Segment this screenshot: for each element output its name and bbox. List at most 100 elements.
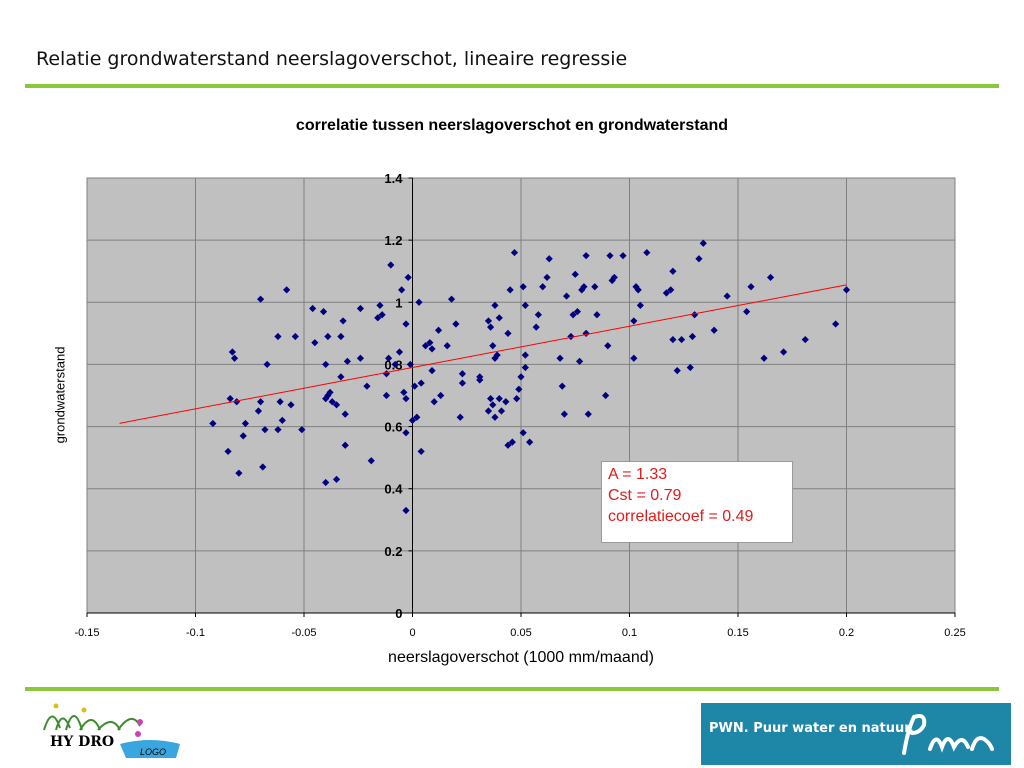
data-point <box>723 292 731 300</box>
pwn-tagline: PWN. Puur water en natuur. <box>709 721 914 736</box>
regression-stats-box: A = 1.33 Cst = 0.79 correlatiecoef = 0.4… <box>601 461 793 543</box>
data-point <box>322 395 330 403</box>
data-point <box>493 351 501 359</box>
data-point <box>526 438 534 446</box>
data-point <box>452 320 460 328</box>
data-point <box>406 360 414 369</box>
data-point <box>387 261 395 269</box>
x-tick-label: -0.15 <box>74 627 99 639</box>
data-point <box>402 506 410 515</box>
data-point <box>374 314 382 322</box>
x-tick-label: -0.05 <box>291 627 316 639</box>
y-tick-label: 1.4 <box>384 171 403 186</box>
data-point <box>230 354 239 362</box>
data-point <box>278 416 286 424</box>
data-point <box>543 273 551 282</box>
data-point <box>677 335 686 344</box>
data-point <box>673 367 681 375</box>
y-tick-label: 0 <box>395 606 402 621</box>
data-point <box>491 413 499 421</box>
y-tick-label: 1 <box>395 295 402 310</box>
data-point <box>506 286 514 294</box>
data-point <box>504 329 512 337</box>
data-point <box>311 339 319 347</box>
data-point <box>356 304 365 313</box>
data-point <box>291 332 299 341</box>
data-point <box>447 295 456 303</box>
data-point <box>560 410 568 418</box>
data-point <box>667 286 675 294</box>
data-point <box>276 398 284 406</box>
data-point <box>443 342 451 350</box>
data-point <box>458 379 467 387</box>
data-point <box>604 342 612 350</box>
data-point <box>602 391 610 400</box>
data-point <box>476 376 484 384</box>
data-point <box>382 391 391 400</box>
pwn-logo: PWN. Puur water en natuur. <box>701 703 1011 765</box>
data-point <box>309 304 317 313</box>
data-point <box>298 426 306 434</box>
data-point <box>274 332 282 341</box>
data-point <box>532 323 540 331</box>
data-point <box>575 357 584 365</box>
data-point <box>391 360 399 369</box>
data-point <box>519 283 527 291</box>
data-point <box>521 351 529 359</box>
data-point <box>545 255 553 263</box>
data-point <box>487 323 495 331</box>
hydro-logo-subtext: LOGO <box>140 747 166 757</box>
data-point <box>699 239 707 247</box>
x-tick-label: 0.05 <box>510 627 531 639</box>
data-point <box>408 416 417 424</box>
data-point <box>356 354 365 362</box>
data-point <box>426 339 434 347</box>
x-tick-label: 0 <box>409 627 415 639</box>
data-point <box>385 354 393 362</box>
data-point <box>669 335 677 344</box>
data-point <box>686 363 694 372</box>
data-point <box>226 395 234 403</box>
data-point <box>257 295 265 303</box>
data-point <box>322 360 330 369</box>
data-point <box>326 388 334 396</box>
y-tick-label: 0.2 <box>384 544 402 559</box>
data-point <box>634 286 642 294</box>
x-tick-label: -0.1 <box>186 627 205 639</box>
data-point <box>495 395 503 403</box>
data-point <box>779 348 788 356</box>
data-point <box>404 273 412 282</box>
data-point <box>402 429 410 437</box>
data-point <box>458 370 467 378</box>
data-point <box>669 267 677 275</box>
data-point <box>710 326 718 334</box>
data-point <box>322 478 330 487</box>
data-point <box>484 317 493 325</box>
data-point <box>487 395 495 403</box>
data-point <box>241 419 250 428</box>
data-point <box>580 283 588 291</box>
data-point <box>376 301 384 309</box>
data-point <box>510 248 519 257</box>
x-tick-label: 0.15 <box>727 627 748 639</box>
data-point <box>508 438 516 446</box>
data-point <box>801 335 809 344</box>
x-tick-label: 0.1 <box>622 627 637 639</box>
data-point <box>521 363 529 372</box>
data-point <box>343 357 351 365</box>
data-point <box>489 401 497 409</box>
data-point <box>417 447 425 456</box>
data-point <box>417 379 425 387</box>
hydro-logo: HY DRO LOGO <box>40 700 190 762</box>
data-point <box>495 314 503 322</box>
data-point <box>489 342 497 350</box>
data-point <box>413 413 421 421</box>
data-point <box>378 311 386 319</box>
data-point <box>567 332 575 341</box>
data-point <box>484 407 493 415</box>
data-point <box>747 283 755 291</box>
data-point <box>517 373 525 381</box>
data-point <box>573 308 582 316</box>
data-point <box>400 388 408 396</box>
data-point <box>319 308 328 316</box>
